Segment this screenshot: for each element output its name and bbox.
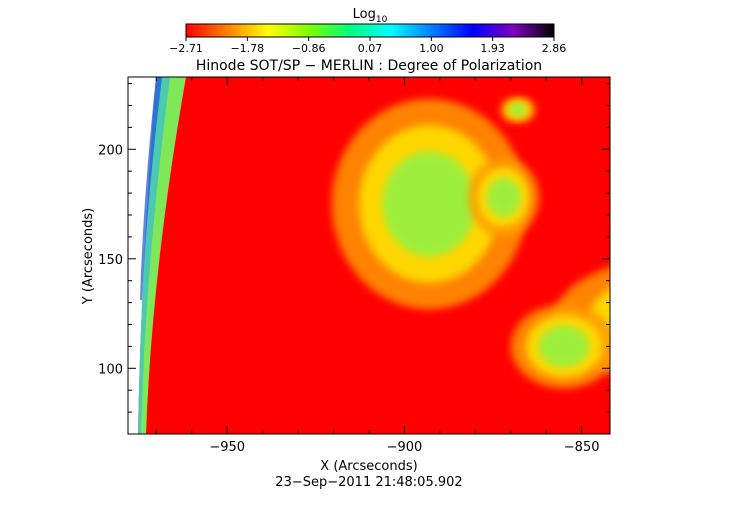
y-tick-label: 100	[98, 362, 123, 377]
active-region	[715, 134, 738, 187]
colorbar-tick-label: −0.86	[292, 42, 326, 55]
region-core	[538, 325, 590, 368]
colorbar-tick-label: −2.71	[169, 42, 203, 55]
chart-title: Hinode SOT/SP − MERLIN : Degree of Polar…	[196, 58, 542, 74]
active-region	[331, 98, 527, 310]
active-region	[510, 304, 610, 389]
x-tick-label: −950	[209, 440, 245, 455]
active-regions	[331, 96, 738, 389]
region-halo	[715, 134, 738, 187]
region-mid	[722, 141, 738, 180]
colorbar: Log10 −2.71 −1.78 −0.86 0.07 1.00 1.93 2.86	[169, 7, 566, 55]
colorbar-gradient	[185, 23, 555, 38]
region-core	[382, 151, 477, 257]
region-mid	[588, 289, 610, 352]
y-tick-label: 150	[98, 253, 123, 268]
region-core	[486, 177, 521, 218]
active-region	[468, 158, 540, 237]
y-axis-label: Y (Arcseconds)	[81, 208, 96, 305]
colorbar-tick-label: 1.93	[480, 42, 505, 55]
colorbar-tick-label: −1.78	[230, 42, 264, 55]
x-tick-label: −900	[387, 440, 423, 455]
region-core	[618, 289, 737, 352]
colorbar-tick-label: 1.00	[419, 42, 444, 55]
region-core	[509, 103, 527, 117]
active-region	[500, 96, 536, 123]
y-axis: 100 150 200	[98, 83, 610, 413]
colorbar-tick-label: 0.07	[358, 42, 383, 55]
colorbar-tick-label: 2.86	[542, 42, 567, 55]
x-axis: −950−900−850−800	[155, 77, 600, 455]
limb-noise	[140, 77, 162, 300]
colorbar-ticks: −2.71 −1.78 −0.86 0.07 1.00 1.93 2.86	[169, 37, 566, 55]
y-tick-label: 200	[98, 143, 123, 158]
colorbar-title: Log10	[353, 7, 388, 25]
x-axis-label: X (Arcseconds)	[320, 459, 417, 474]
x-tick-label: −850	[564, 440, 600, 455]
timestamp: 23−Sep−2011 21:48:05.902	[275, 475, 462, 490]
region-core	[728, 147, 738, 173]
